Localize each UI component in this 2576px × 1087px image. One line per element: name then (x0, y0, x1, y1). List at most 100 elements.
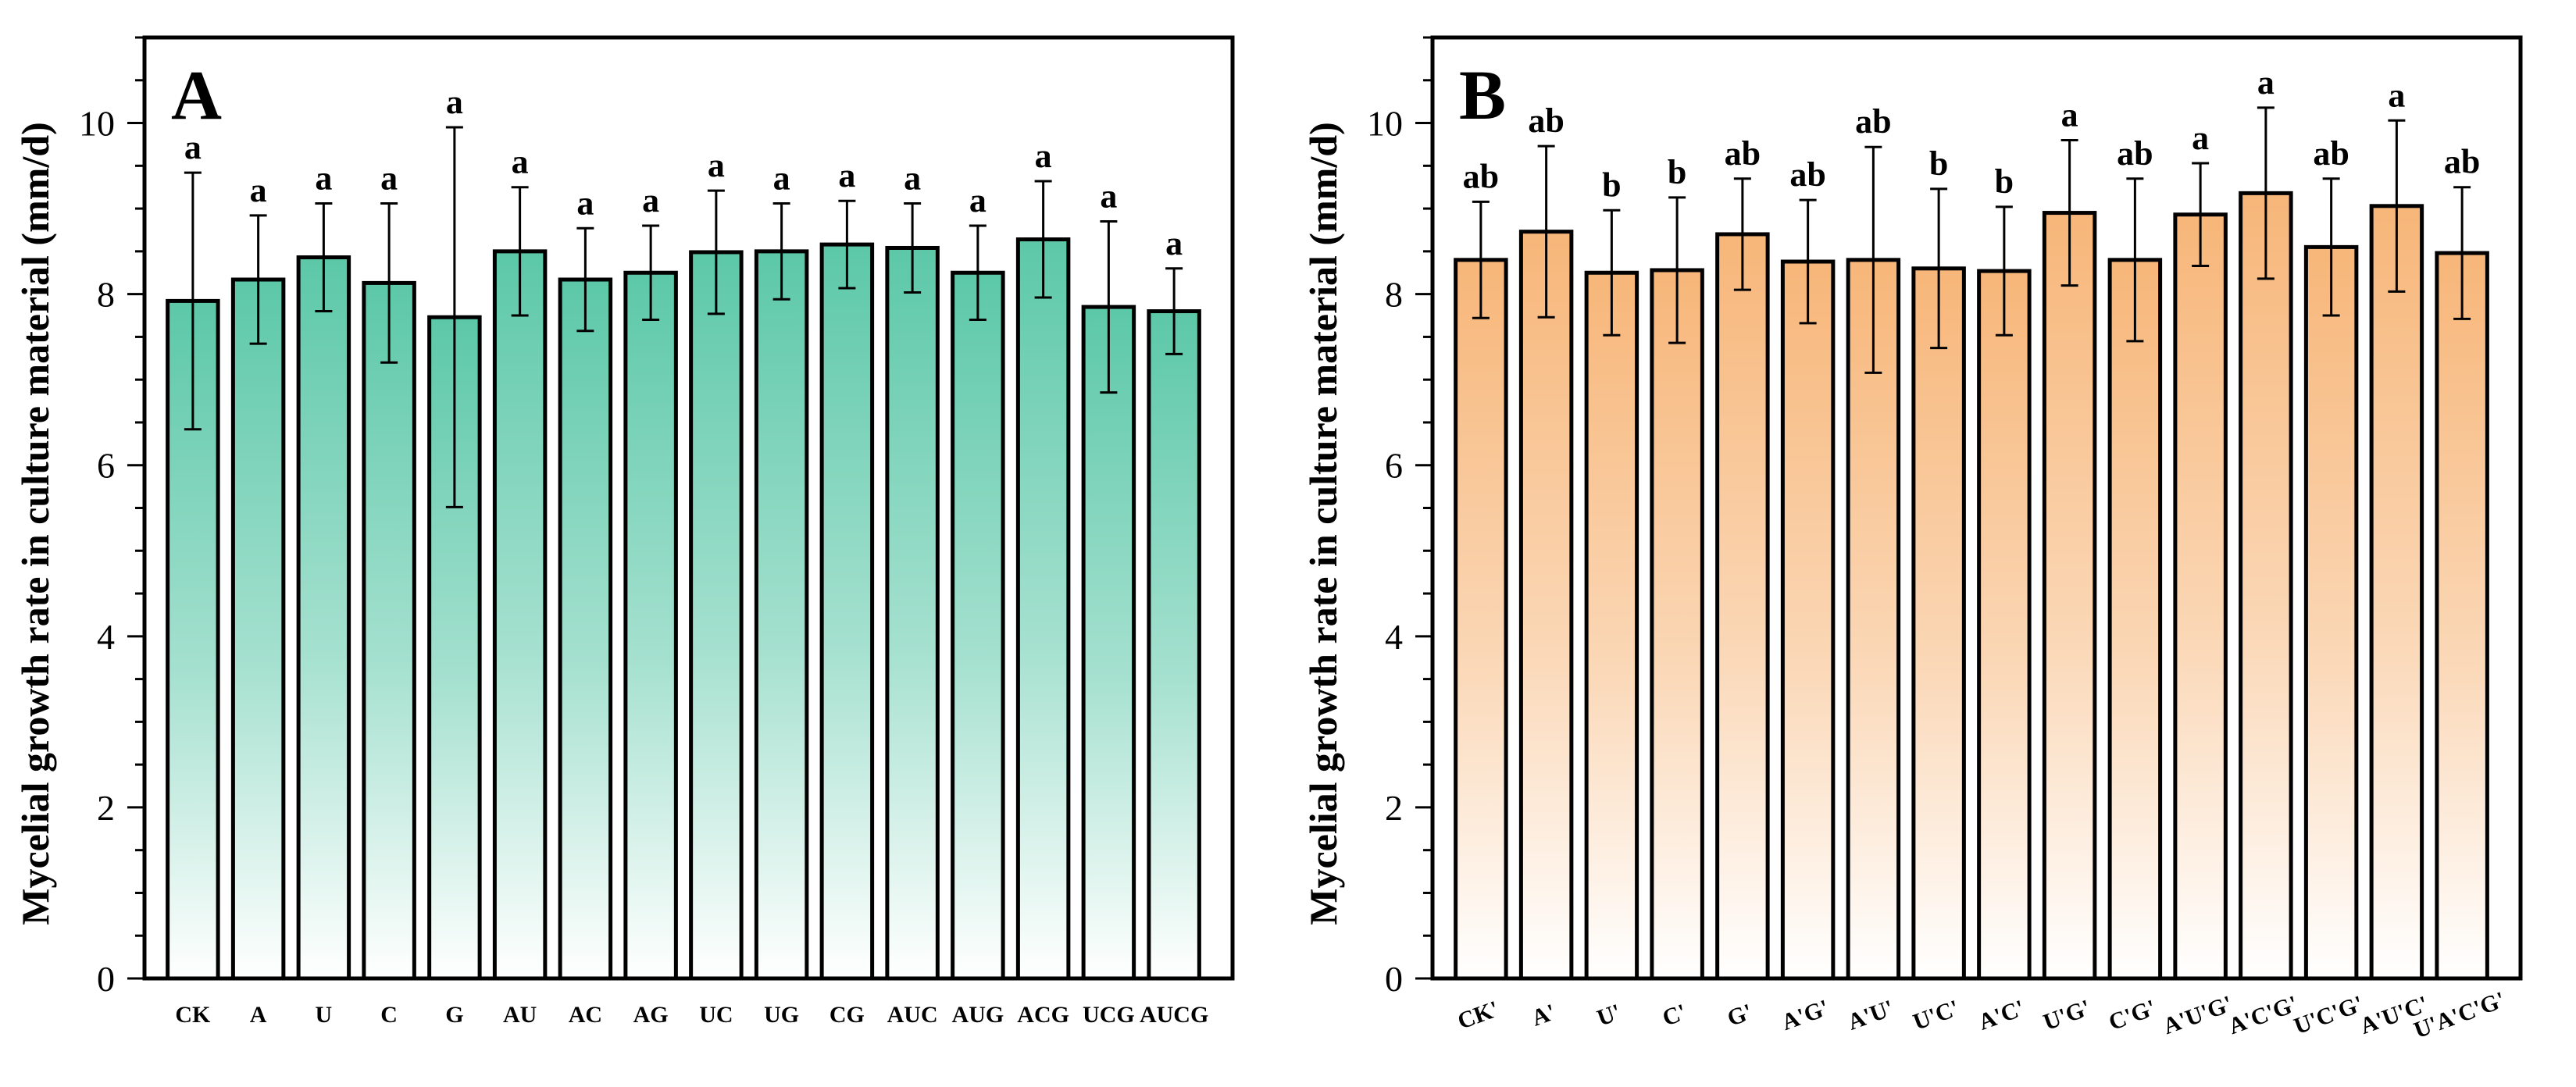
bar-C'G' (2107, 258, 2163, 981)
bar-A'U' (1846, 258, 1901, 981)
x-category-label: A'C' (1975, 995, 2028, 1035)
bar-G' (1715, 232, 1770, 981)
x-category-label: A'U' (1844, 995, 1897, 1035)
bar-CG (819, 242, 875, 981)
significance-letter: a (838, 156, 855, 194)
bar-AUG (951, 270, 1005, 981)
y-tick-label: 6 (1385, 446, 1403, 486)
significance-letter: a (446, 83, 463, 121)
x-category-label: U'C' (1910, 995, 1963, 1035)
x-category-label: A (250, 1002, 267, 1028)
significance-letter: a (512, 143, 529, 181)
bar-AUC (885, 245, 940, 981)
significance-letter: ab (2313, 134, 2349, 173)
significance-letter: b (1668, 153, 1686, 191)
significance-letter: a (1165, 224, 1183, 262)
significance-letter: ab (1528, 102, 1564, 140)
y-tick-label: 2 (1385, 788, 1403, 828)
chart-panel-a: 0 2 4 6 8 10 Mycelial growth rate in culture m… (13, 35, 1235, 1028)
x-category-label: CK (175, 1002, 211, 1028)
bar-A'U'C' (2369, 204, 2424, 981)
bar-CK' (1454, 258, 1508, 981)
significance-letter: a (380, 159, 398, 198)
significance-letter: a (250, 171, 267, 209)
significance-letter: a (1100, 177, 1117, 216)
significance-letter: a (2061, 95, 2078, 134)
x-category-label: AUCG (1140, 1002, 1208, 1028)
bar-UCG (1081, 305, 1136, 981)
x-category-label: U'G' (2040, 995, 2094, 1035)
bar-U'G' (2042, 211, 2097, 981)
bar-A'G' (1780, 259, 1836, 981)
y-tick-label: 8 (1385, 275, 1403, 315)
y-tick-label: 10 (79, 104, 115, 144)
x-category-label: G (445, 1002, 463, 1028)
bar-ACG (1015, 237, 1071, 981)
significance-letter: a (2257, 63, 2275, 102)
bar-A (230, 277, 286, 981)
bar-U'A'C'G' (2435, 251, 2489, 981)
y-tick-label: 0 (1385, 959, 1403, 999)
bar-UC (689, 250, 744, 981)
y-tick-label: 8 (97, 275, 115, 315)
significance-letter: ab (1789, 155, 1825, 194)
x-category-label: C' (1659, 999, 1689, 1031)
significance-letter: a (904, 159, 921, 198)
significance-letter: a (576, 184, 594, 222)
bar-U'C'G' (2303, 244, 2359, 981)
significance-letter: a (642, 181, 659, 219)
bar-U (296, 255, 351, 981)
significance-letter: a (969, 181, 987, 219)
x-category-label: U' (1593, 999, 1624, 1031)
significance-letter: ab (2117, 134, 2153, 173)
x-category-label: U'A'C'G' (2410, 987, 2509, 1044)
y-tick-label: 4 (97, 617, 115, 657)
bar-C' (1650, 268, 1704, 981)
x-category-label: AUG (952, 1002, 1004, 1028)
significance-letter: b (1929, 144, 1948, 183)
significance-letter: ab (1855, 102, 1891, 141)
bar-AG (623, 270, 678, 981)
x-category-label: UCG (1083, 1002, 1135, 1028)
y-tick-label: 2 (97, 788, 115, 828)
x-category-label: G' (1724, 999, 1756, 1032)
x-category-label: UC (699, 1002, 733, 1028)
significance-letter: ab (1463, 157, 1499, 195)
bar-UG (754, 249, 809, 981)
significance-letter: a (708, 146, 725, 184)
significance-letter: a (2192, 119, 2209, 157)
y-axis-label: Mycelial growth rate in culture material… (13, 122, 57, 925)
bar-AUCG (1147, 309, 1201, 981)
significance-letter: a (184, 128, 202, 166)
x-category-label: U'C'G' (2291, 991, 2367, 1039)
significance-letter: ab (2444, 143, 2480, 181)
significance-letter: a (2388, 76, 2405, 114)
bar-AC (558, 277, 613, 981)
y-axis-label: Mycelial growth rate in culture material… (1301, 122, 1345, 925)
x-category-label: AG (633, 1002, 669, 1028)
y-tick-label: 4 (1385, 617, 1403, 657)
x-category-label: AU (503, 1002, 537, 1028)
significance-letter: a (315, 159, 332, 198)
bar-A' (1518, 230, 1574, 981)
y-tick-label: 6 (97, 446, 115, 486)
plot-frame (142, 35, 1235, 981)
y-tick-label: 10 (1367, 104, 1403, 144)
panel-label: B (1459, 57, 1506, 134)
x-category-label: C (380, 1002, 398, 1028)
significance-letter: a (773, 159, 790, 198)
bar-U'C' (1911, 266, 1966, 981)
significance-letter: b (1602, 166, 1621, 204)
x-category-label: AUC (887, 1002, 938, 1028)
bar-A'C' (1977, 269, 2032, 981)
x-category-label: A' (1529, 999, 1559, 1031)
significance-letter: a (1035, 137, 1052, 175)
y-tick-label: 0 (97, 959, 115, 999)
bar-U' (1584, 270, 1639, 981)
bar-AU (492, 249, 548, 981)
bar-C (362, 280, 416, 981)
x-category-label: A'G' (1779, 995, 1832, 1035)
chart-a-svg: 0 2 4 6 8 10 Mycelial growth rate in culture m… (13, 35, 1235, 1028)
chart-panel-b: 0 2 4 6 8 10 Mycelial growth rate in culture m… (1288, 0, 2576, 1087)
x-category-label: CK' (1454, 996, 1502, 1034)
